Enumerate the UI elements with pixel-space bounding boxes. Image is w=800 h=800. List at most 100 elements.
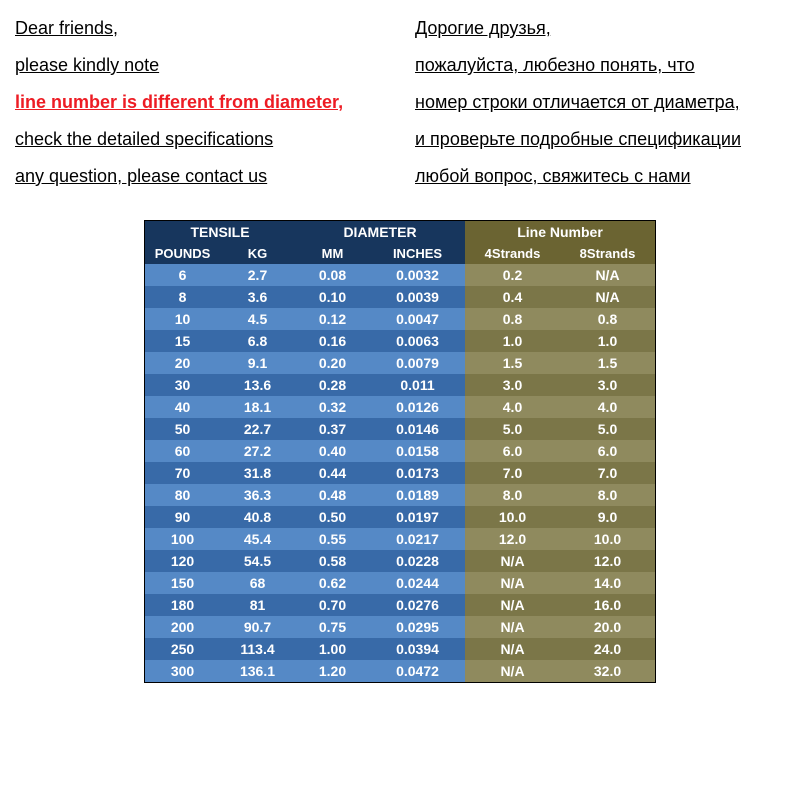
cell-s8: 32.0: [560, 660, 656, 683]
cell-s8: N/A: [560, 264, 656, 286]
cell-s8: N/A: [560, 286, 656, 308]
cell-inches: 0.0173: [370, 462, 465, 484]
cell-kg: 3.6: [220, 286, 295, 308]
cell-pounds: 8: [145, 286, 221, 308]
cell-kg: 2.7: [220, 264, 295, 286]
cell-mm: 0.75: [295, 616, 370, 638]
group-tensile: TENSILE: [145, 221, 296, 244]
note-line: Dear friends,: [15, 15, 385, 42]
table-row: 209.10.200.00791.51.5: [145, 352, 656, 374]
cell-pounds: 300: [145, 660, 221, 683]
cell-kg: 68: [220, 572, 295, 594]
cell-s8: 1.0: [560, 330, 656, 352]
cell-kg: 4.5: [220, 308, 295, 330]
cell-pounds: 30: [145, 374, 221, 396]
cell-pounds: 100: [145, 528, 221, 550]
notes-right-col: Дорогие друзья, пожалуйста, любезно понят…: [415, 15, 785, 200]
cell-s4: 8.0: [465, 484, 560, 506]
cell-pounds: 180: [145, 594, 221, 616]
cell-s4: 6.0: [465, 440, 560, 462]
cell-kg: 36.3: [220, 484, 295, 506]
col-header-row: POUNDS KG MM INCHES 4Strands 8Strands: [145, 243, 656, 264]
cell-pounds: 250: [145, 638, 221, 660]
note-line: любой вопрос, свяжитесь с нами: [415, 163, 785, 190]
cell-s4: 5.0: [465, 418, 560, 440]
cell-kg: 18.1: [220, 396, 295, 418]
cell-mm: 0.16: [295, 330, 370, 352]
cell-pounds: 150: [145, 572, 221, 594]
cell-inches: 0.0032: [370, 264, 465, 286]
cell-kg: 90.7: [220, 616, 295, 638]
table-row: 12054.50.580.0228N/A12.0: [145, 550, 656, 572]
table-row: 5022.70.370.01465.05.0: [145, 418, 656, 440]
notes-section: Dear friends,please kindly noteline numb…: [15, 15, 785, 200]
hdr-kg: KG: [220, 243, 295, 264]
spec-table-wrap: TENSILE DIAMETER Line Number POUNDS KG M…: [15, 220, 785, 683]
cell-mm: 1.00: [295, 638, 370, 660]
table-row: 9040.80.500.019710.09.0: [145, 506, 656, 528]
cell-s4: 1.5: [465, 352, 560, 374]
table-row: 62.70.080.00320.2N/A: [145, 264, 656, 286]
cell-mm: 0.12: [295, 308, 370, 330]
cell-inches: 0.0197: [370, 506, 465, 528]
cell-s8: 7.0: [560, 462, 656, 484]
cell-pounds: 20: [145, 352, 221, 374]
cell-pounds: 60: [145, 440, 221, 462]
cell-inches: 0.0472: [370, 660, 465, 683]
cell-inches: 0.011: [370, 374, 465, 396]
group-header-row: TENSILE DIAMETER Line Number: [145, 221, 656, 244]
group-line-number: Line Number: [465, 221, 656, 244]
cell-s8: 6.0: [560, 440, 656, 462]
cell-pounds: 10: [145, 308, 221, 330]
cell-inches: 0.0276: [370, 594, 465, 616]
cell-mm: 0.55: [295, 528, 370, 550]
cell-s8: 9.0: [560, 506, 656, 528]
cell-s8: 20.0: [560, 616, 656, 638]
cell-inches: 0.0295: [370, 616, 465, 638]
cell-s4: N/A: [465, 594, 560, 616]
cell-s4: N/A: [465, 572, 560, 594]
cell-s4: N/A: [465, 638, 560, 660]
cell-s4: 0.2: [465, 264, 560, 286]
note-line: Дорогие друзья,: [415, 15, 785, 42]
spec-table: TENSILE DIAMETER Line Number POUNDS KG M…: [144, 220, 656, 683]
cell-inches: 0.0244: [370, 572, 465, 594]
cell-s8: 12.0: [560, 550, 656, 572]
cell-s4: 1.0: [465, 330, 560, 352]
cell-mm: 0.62: [295, 572, 370, 594]
cell-s4: 0.8: [465, 308, 560, 330]
cell-mm: 0.50: [295, 506, 370, 528]
table-row: 300136.11.200.0472N/A32.0: [145, 660, 656, 683]
cell-mm: 0.32: [295, 396, 370, 418]
hdr-mm: MM: [295, 243, 370, 264]
cell-mm: 0.37: [295, 418, 370, 440]
cell-inches: 0.0158: [370, 440, 465, 462]
note-line: check the detailed specifications: [15, 126, 385, 153]
cell-mm: 0.20: [295, 352, 370, 374]
cell-s8: 0.8: [560, 308, 656, 330]
cell-mm: 0.58: [295, 550, 370, 572]
cell-inches: 0.0189: [370, 484, 465, 506]
cell-inches: 0.0126: [370, 396, 465, 418]
cell-pounds: 70: [145, 462, 221, 484]
cell-s4: 4.0: [465, 396, 560, 418]
note-line: пожалуйста, любезно понять, что: [415, 52, 785, 79]
cell-kg: 81: [220, 594, 295, 616]
table-row: 6027.20.400.01586.06.0: [145, 440, 656, 462]
note-line: номер строки отличается от диаметра,: [415, 89, 785, 116]
cell-s8: 8.0: [560, 484, 656, 506]
cell-inches: 0.0228: [370, 550, 465, 572]
cell-kg: 13.6: [220, 374, 295, 396]
note-line: и проверьте подробные спецификации: [415, 126, 785, 153]
cell-inches: 0.0394: [370, 638, 465, 660]
cell-s4: N/A: [465, 616, 560, 638]
hdr-pounds: POUNDS: [145, 243, 221, 264]
cell-pounds: 80: [145, 484, 221, 506]
cell-s8: 3.0: [560, 374, 656, 396]
cell-kg: 54.5: [220, 550, 295, 572]
cell-mm: 0.44: [295, 462, 370, 484]
cell-mm: 1.20: [295, 660, 370, 683]
cell-mm: 0.10: [295, 286, 370, 308]
table-row: 10045.40.550.021712.010.0: [145, 528, 656, 550]
cell-pounds: 15: [145, 330, 221, 352]
